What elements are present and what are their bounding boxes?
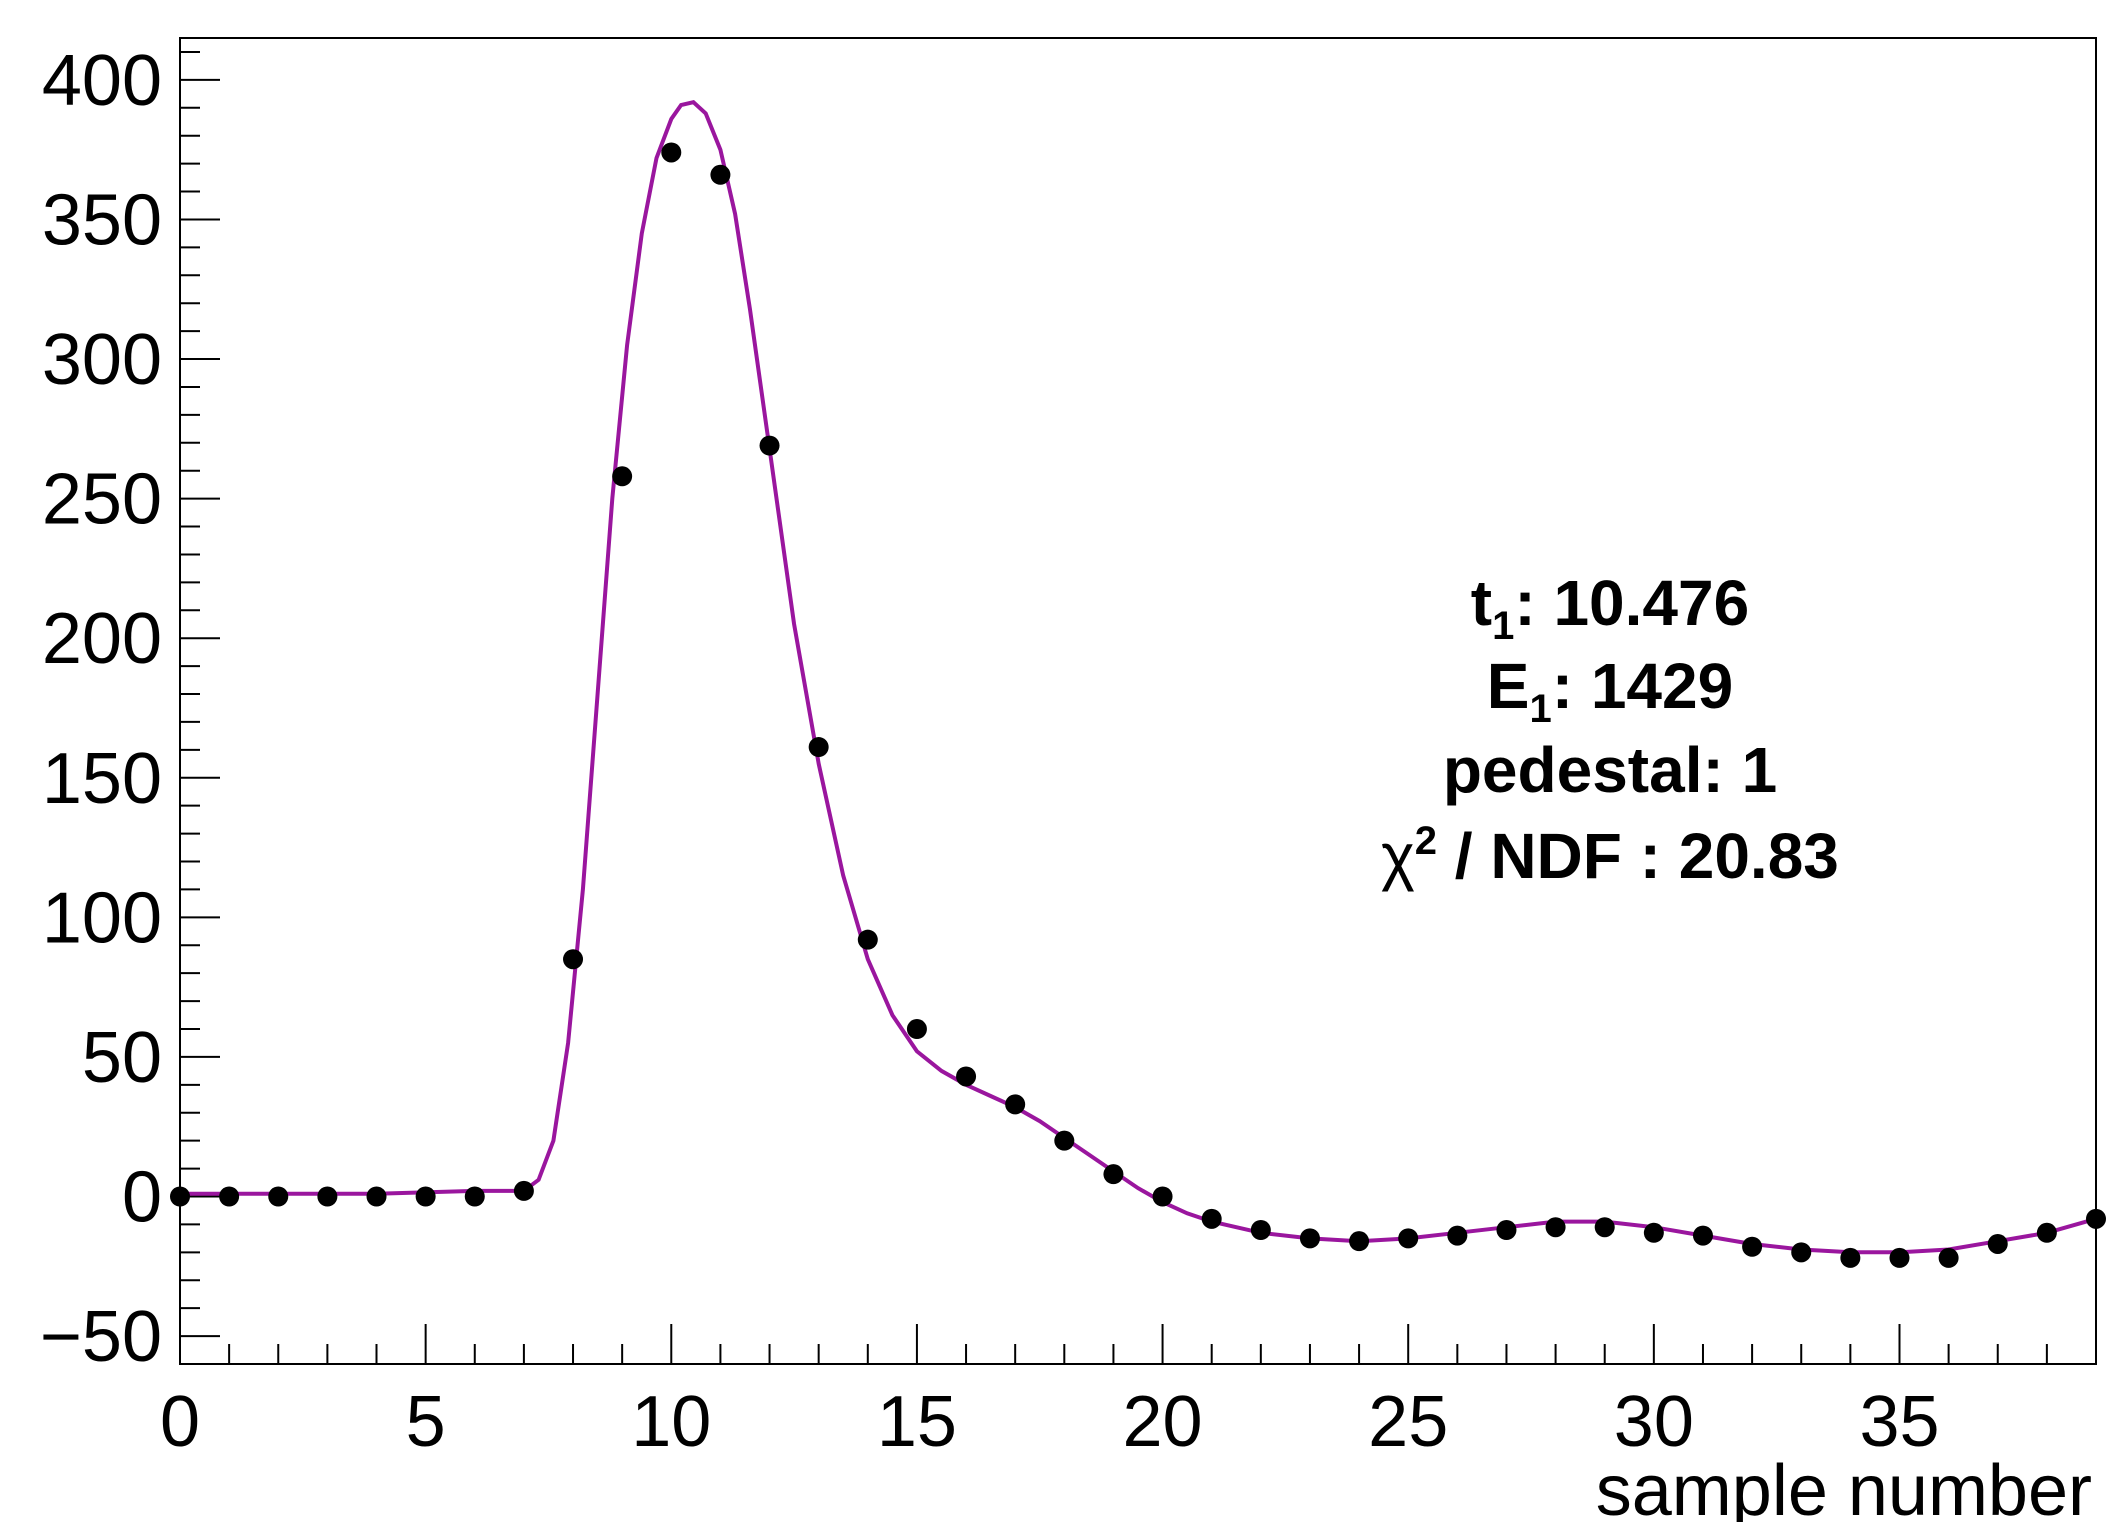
fit-line <box>180 100 2097 1255</box>
data-point <box>1643 1222 1664 1243</box>
data-point <box>1742 1236 1763 1257</box>
data-point <box>1889 1247 1910 1268</box>
data-point <box>1987 1233 2008 1254</box>
data-point <box>1496 1220 1517 1241</box>
data-point <box>956 1066 977 1087</box>
data-point <box>1299 1228 1320 1249</box>
data-point <box>661 142 682 163</box>
data-point <box>1840 1247 1861 1268</box>
x-tick-label: 5 <box>406 1382 446 1462</box>
data-points <box>170 142 2106 1268</box>
data-point <box>759 435 780 456</box>
data-point <box>1005 1094 1026 1115</box>
data-point <box>2036 1222 2057 1243</box>
y-tick-label: 200 <box>42 599 162 679</box>
x-axis-label: sample number <box>1596 1451 2092 1522</box>
y-tick-label: 300 <box>42 320 162 400</box>
y-tick-label: 150 <box>42 739 162 819</box>
data-point <box>857 929 878 950</box>
data-point <box>2086 1208 2106 1229</box>
data-point <box>464 1186 485 1207</box>
y-tick-label: 350 <box>42 180 162 260</box>
data-point <box>317 1186 338 1207</box>
annotation-e1: E1: 1429 <box>1487 650 1733 731</box>
data-point <box>1791 1242 1812 1263</box>
y-tick-label: 250 <box>42 460 162 540</box>
data-point <box>906 1019 927 1040</box>
annotation-chi2-ndf: χ2 / NDF : 20.83 <box>1381 819 1839 892</box>
data-point <box>710 164 731 185</box>
x-tick-label: 0 <box>160 1382 200 1462</box>
x-tick-label: 30 <box>1614 1382 1694 1462</box>
data-point <box>1054 1130 1075 1151</box>
annotation-pedestal: pedestal: 1 <box>1443 734 1777 806</box>
data-point <box>366 1186 387 1207</box>
x-tick-label: 35 <box>1859 1382 1939 1462</box>
data-point <box>612 466 633 487</box>
data-point <box>1545 1217 1566 1238</box>
data-point <box>170 1186 190 1207</box>
x-tick-label: 25 <box>1368 1382 1448 1462</box>
data-point <box>1447 1225 1468 1246</box>
data-point <box>1594 1217 1615 1238</box>
y-tick-label: 50 <box>82 1018 162 1098</box>
data-point <box>1692 1225 1713 1246</box>
data-point <box>1250 1220 1271 1241</box>
x-tick-label: 15 <box>877 1382 957 1462</box>
data-point <box>1938 1247 1959 1268</box>
x-tick-label: 10 <box>631 1382 711 1462</box>
y-tick-label: 100 <box>42 878 162 958</box>
fit-annotation: t1: 10.476 E1: 1429 pedestal: 1 χ2 / NDF… <box>1381 567 1839 892</box>
data-point <box>415 1186 436 1207</box>
y-tick-label: 0 <box>122 1158 162 1238</box>
plot-frame <box>179 37 2097 1365</box>
axis-ticks <box>179 50 2097 1365</box>
data-point <box>1201 1208 1222 1229</box>
data-point <box>1152 1186 1173 1207</box>
y-tick-label: 400 <box>42 41 162 121</box>
annotation-t1: t1: 10.476 <box>1471 567 1749 648</box>
data-point <box>1398 1228 1419 1249</box>
x-tick-label: 20 <box>1123 1382 1203 1462</box>
tick-labels: 0 5 10 15 20 25 30 35−5005010015020025030035040… <box>40 41 1940 1462</box>
y-tick-label: −50 <box>40 1297 162 1377</box>
data-point <box>268 1186 289 1207</box>
data-point <box>563 949 584 970</box>
data-point <box>219 1186 240 1207</box>
data-point <box>808 737 829 758</box>
data-point <box>1349 1231 1370 1252</box>
data-point <box>513 1180 534 1201</box>
data-point <box>1103 1164 1124 1185</box>
